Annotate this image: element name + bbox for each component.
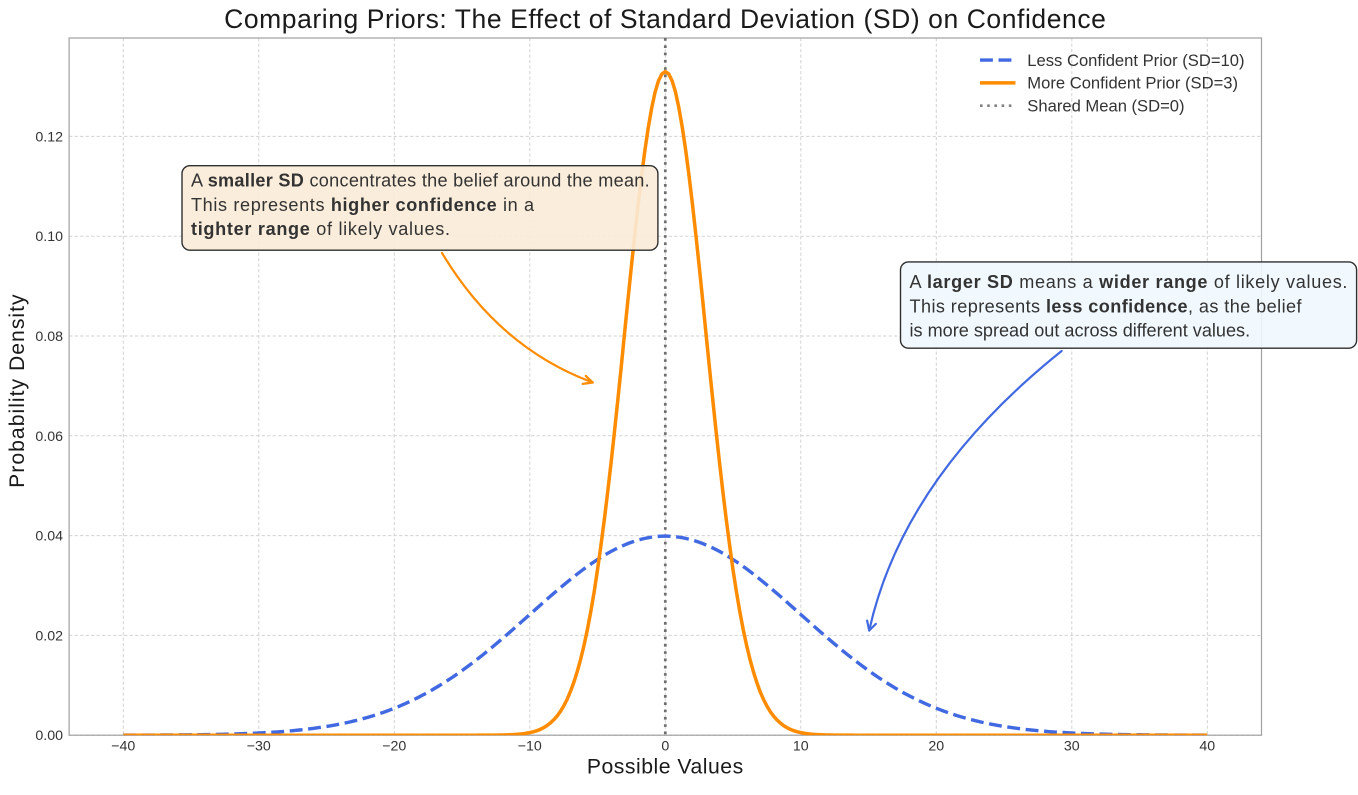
svg-text:Less Confident Prior (SD=10): Less Confident Prior (SD=10) (1027, 51, 1244, 70)
svg-text:Probability Density: Probability Density (6, 293, 29, 487)
svg-text:0.02: 0.02 (35, 628, 63, 644)
svg-text:Possible Values: Possible Values (587, 756, 744, 779)
svg-text:−10: −10 (518, 739, 542, 755)
svg-text:0.12: 0.12 (35, 129, 63, 145)
svg-text:0.04: 0.04 (35, 529, 63, 545)
svg-text:is more spread out across diff: is more spread out across different valu… (910, 321, 1251, 341)
svg-text:A larger SD means a wider rang: A larger SD means a wider range of likel… (910, 272, 1349, 292)
svg-text:0.10: 0.10 (35, 229, 63, 245)
svg-text:10: 10 (793, 739, 809, 755)
svg-text:A smaller SD concentrates the: A smaller SD concentrates the belief aro… (191, 170, 650, 190)
svg-text:−20: −20 (382, 739, 406, 755)
svg-text:Shared Mean (SD=0): Shared Mean (SD=0) (1027, 96, 1184, 115)
svg-text:30: 30 (1064, 739, 1080, 755)
svg-text:20: 20 (928, 739, 944, 755)
svg-text:−30: −30 (247, 739, 271, 755)
svg-text:Comparing Priors: The Effect o: Comparing Priors: The Effect of Standard… (224, 4, 1106, 34)
svg-text:This represents less confidenc: This represents less confidence, as the … (910, 296, 1303, 316)
svg-text:tighter range of likely values: tighter range of likely values. (191, 219, 451, 239)
svg-text:This represents higher confide: This represents higher confidence in a (191, 195, 535, 215)
svg-text:More Confident Prior (SD=3): More Confident Prior (SD=3) (1027, 74, 1238, 93)
svg-text:0.06: 0.06 (35, 429, 63, 445)
svg-text:−40: −40 (111, 739, 135, 755)
svg-text:0: 0 (661, 739, 669, 755)
svg-text:0.08: 0.08 (35, 329, 63, 345)
svg-text:40: 40 (1199, 739, 1215, 755)
svg-text:0.00: 0.00 (35, 728, 63, 744)
